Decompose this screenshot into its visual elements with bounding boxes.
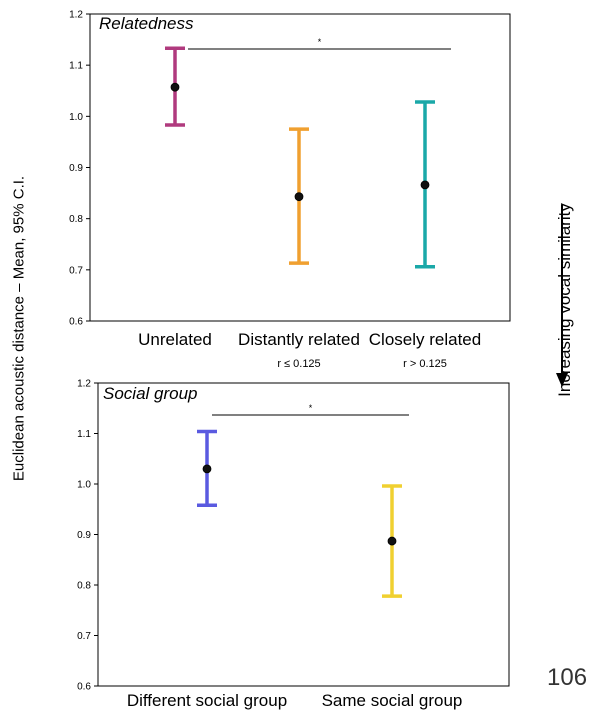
plot-frame — [97, 382, 510, 687]
category-note: r ≤ 0.125 — [277, 358, 320, 370]
relatedness-panel: 0.6 0.7 0.8 0.9 1.0 1.1 1.2 Relatedness * Unrelat… — [69, 10, 511, 370]
y-tick-label: 1.0 — [69, 112, 83, 123]
y-tick-label: 0.8 — [69, 214, 83, 225]
y-tick-label: 0.6 — [69, 317, 83, 328]
mean-point — [387, 536, 397, 546]
category-label: Unrelated — [138, 330, 212, 349]
mean-point — [420, 180, 430, 190]
mean-point — [170, 82, 180, 92]
category-label: Same social group — [322, 691, 463, 710]
shared-y-axis-label: Euclidean acoustic distance – Mean, 95% … — [10, 175, 28, 482]
mean-point — [294, 192, 304, 202]
mean-point — [202, 464, 212, 474]
y-tick-label: 1.1 — [77, 429, 91, 440]
significance-marker: * — [309, 403, 313, 413]
category-label: Closely related — [369, 330, 481, 349]
y-tick-label: 0.7 — [69, 265, 83, 276]
category-label: Distantly related — [238, 330, 360, 349]
down-arrow-icon — [556, 205, 568, 387]
y-tick-label: 0.7 — [77, 631, 91, 642]
y-axis-label-container: Euclidean acoustic distance – Mean, 95% … — [9, 120, 29, 540]
y-tick-label: 1.2 — [69, 10, 83, 21]
category-label: Different social group — [127, 691, 287, 710]
panel-title: Relatedness — [99, 14, 194, 33]
y-tick-label: 1.0 — [77, 480, 91, 491]
y-tick-label: 0.6 — [77, 682, 91, 693]
y-tick-label: 0.9 — [69, 163, 83, 174]
side-annotation-container: Increasing vocal similarity — [555, 140, 579, 460]
y-tick-label: 1.2 — [77, 379, 91, 390]
side-annotation: Increasing vocal similarity — [555, 203, 574, 397]
y-tick-label: 1.1 — [69, 61, 83, 72]
y-tick-label: 0.8 — [77, 581, 91, 592]
category-note: r > 0.125 — [403, 358, 447, 370]
social-group-panel: 0.6 0.7 0.8 0.9 1.0 1.1 1.2 Social group * Differ… — [77, 379, 510, 710]
panel-title: Social group — [103, 384, 198, 403]
significance-marker: * — [318, 37, 322, 47]
page-number: 106 — [547, 664, 588, 691]
y-tick-label: 0.9 — [77, 530, 91, 541]
